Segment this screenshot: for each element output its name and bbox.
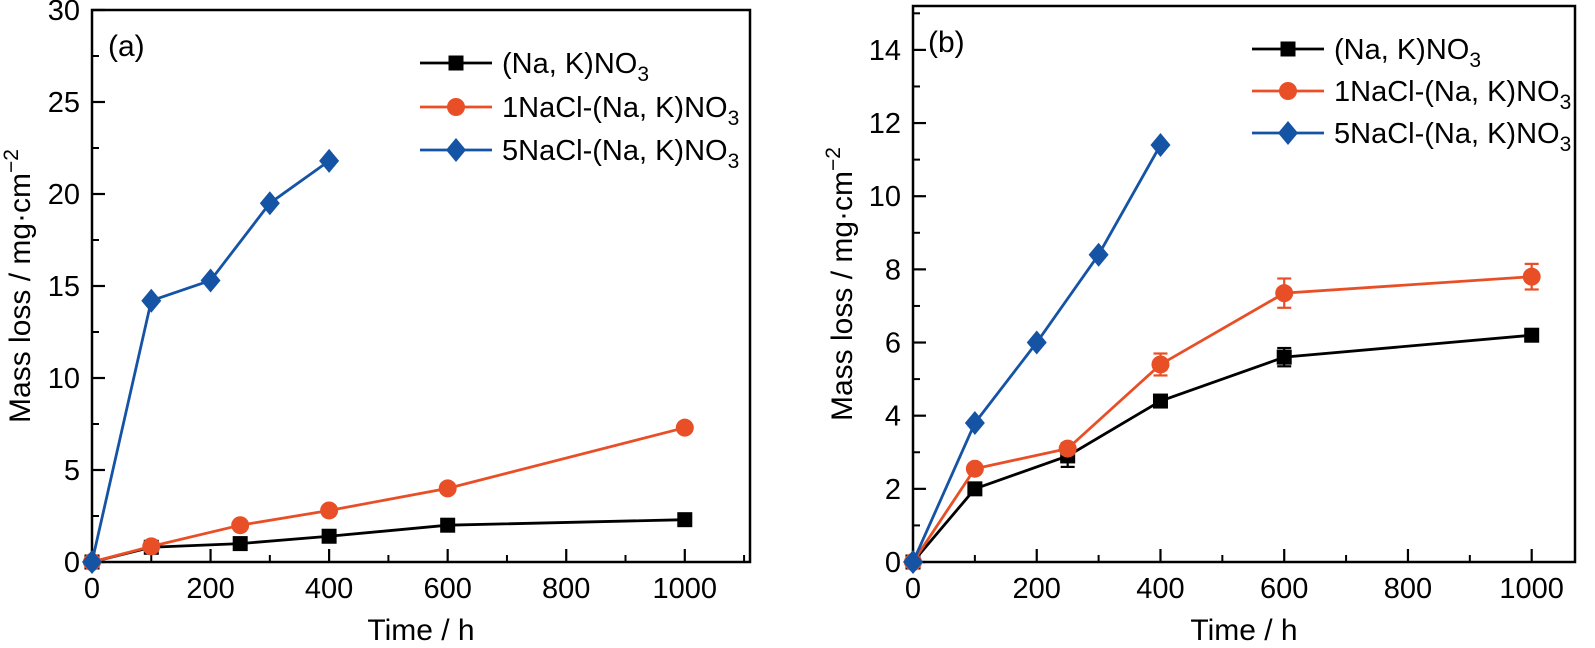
x-axis-tick-label: 1000 [1499, 573, 1564, 605]
data-point-marker [1088, 242, 1109, 267]
x-axis-tick-label: 800 [1384, 573, 1432, 605]
legend-marker [1278, 121, 1298, 145]
y-axis-tick-label: 10 [48, 363, 80, 395]
data-point-marker [1524, 327, 1540, 343]
x-axis-tick-label: 200 [186, 573, 234, 605]
data-point-marker [141, 288, 162, 313]
legend-item-label: 5NaCl-(Na, K)NO3 [502, 135, 739, 173]
data-point-marker [142, 537, 161, 556]
series-line-1 [91, 426, 686, 564]
x-axis-tick-label: 200 [1013, 573, 1061, 605]
data-point-marker [321, 528, 337, 544]
data-point-marker [1522, 267, 1541, 286]
series-line-2 [90, 159, 330, 563]
data-point-marker [200, 268, 221, 293]
y-axis-tick-label: 10 [869, 181, 901, 213]
legend-item-label: 1NaCl-(Na, K)NO3 [1334, 76, 1571, 114]
y-axis-tick-label: 8 [885, 254, 901, 286]
panel-b: 0 200 400 600 800 1000 0 2 4 6 8 10 12 14 Time / h Mass… [822, 4, 1577, 647]
y-axis-tick-label: 14 [869, 35, 901, 67]
x-axis-tick-label: 400 [305, 573, 353, 605]
data-point-marker [1151, 355, 1170, 374]
y-axis-tick-label: 6 [885, 328, 901, 360]
x-axis-tick-label: 0 [84, 573, 100, 605]
series-line-1 [911, 275, 1532, 563]
x-axis-tick-label: 1000 [653, 573, 718, 605]
x-axis-tick-label: 600 [423, 573, 471, 605]
y-axis-tick-label: 4 [885, 401, 901, 433]
data-point-marker [231, 516, 250, 535]
data-point-marker [1150, 133, 1171, 157]
legend-item-label: (Na, K)NO3 [1334, 34, 1481, 72]
legend-item-label: 5NaCl-(Na, K)NO3 [1334, 118, 1571, 156]
data-point-marker [259, 191, 280, 216]
data-point-marker [319, 148, 340, 173]
legend-marker [448, 55, 464, 71]
y-axis-tick-label: 25 [48, 87, 80, 119]
data-point-marker [1026, 330, 1047, 355]
panel-a: 0 200 400 600 800 1000 0 5 10 15 20 25 30 Time / h Mas… [0, 0, 752, 647]
y-axis-tick-label: 2 [885, 474, 901, 506]
data-point-marker [320, 501, 339, 520]
legend-item-label: (Na, K)NO3 [502, 48, 649, 86]
x-axis-tick-label: 0 [905, 573, 921, 605]
data-point-marker [1058, 439, 1077, 458]
data-point-marker [1152, 393, 1168, 409]
y-axis-tick-label: 0 [64, 547, 80, 579]
legend-marker [447, 98, 465, 116]
y-axis-tick-label: 12 [869, 108, 901, 140]
panel-label: (b) [928, 26, 965, 59]
y-axis-tick-label: 0 [885, 547, 901, 579]
y-axis-title: Mass loss / mg·cm−2 [0, 149, 37, 423]
data-point-marker [965, 459, 984, 478]
x-axis-title: Time / h [1190, 614, 1297, 647]
legend-marker [446, 138, 466, 162]
data-point-marker [964, 411, 985, 435]
y-axis-title: Mass loss / mg·cm−2 [822, 147, 859, 421]
data-point-marker [677, 512, 693, 528]
data-point-marker [438, 479, 457, 498]
x-axis-tick-label: 800 [542, 573, 590, 605]
data-point-marker [675, 418, 694, 437]
legend-item-label: 1NaCl-(Na, K)NO3 [502, 92, 739, 130]
data-point-marker [440, 517, 456, 533]
series-line-0 [911, 333, 1532, 563]
x-axis-title: Time / h [367, 614, 474, 647]
plot-frame [911, 4, 1577, 564]
data-point-marker [903, 550, 923, 574]
data-point-marker [82, 550, 102, 574]
data-point-marker [967, 481, 983, 497]
data-point-marker [1276, 349, 1292, 365]
legend-marker [1280, 41, 1296, 57]
data-point-marker [1275, 284, 1294, 303]
data-point-marker [232, 536, 248, 552]
y-axis-tick-label: 20 [48, 179, 80, 211]
y-axis-tick-label: 15 [48, 271, 80, 303]
legend-marker [1279, 82, 1297, 100]
x-axis-tick-label: 400 [1136, 573, 1184, 605]
y-axis-tick-label: 30 [48, 0, 80, 27]
x-axis-tick-label: 600 [1260, 573, 1308, 605]
panel-label: (a) [108, 30, 145, 63]
y-axis-tick-label: 5 [64, 455, 80, 487]
